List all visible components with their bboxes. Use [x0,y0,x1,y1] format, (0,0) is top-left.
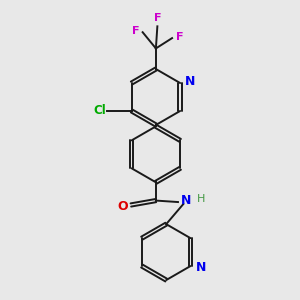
Text: F: F [154,13,161,23]
Text: O: O [117,200,128,213]
Text: N: N [196,261,206,274]
Text: F: F [176,32,183,42]
Text: F: F [131,26,139,36]
Text: N: N [181,194,191,207]
Text: H: H [197,194,206,203]
Text: N: N [185,75,196,88]
Text: Cl: Cl [93,104,106,118]
